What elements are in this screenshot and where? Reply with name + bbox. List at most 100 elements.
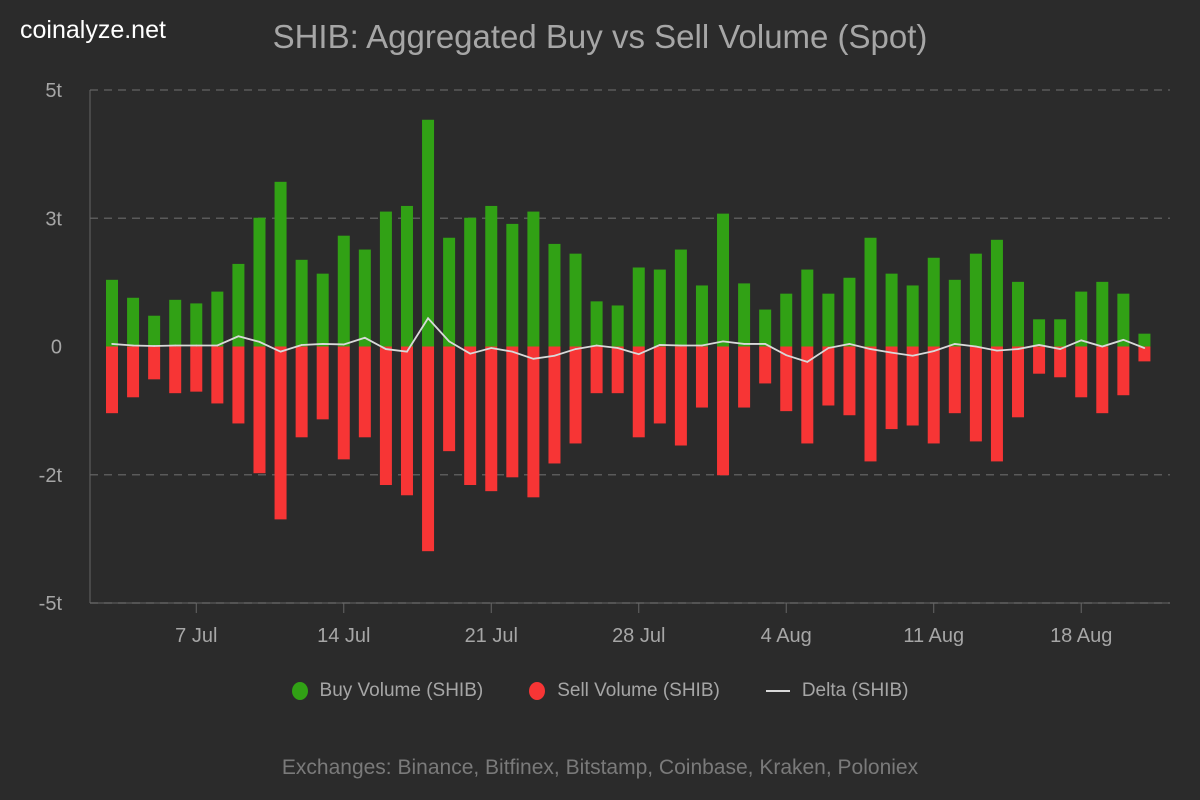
sell-volume-bar — [295, 346, 308, 438]
sell-volume-bar — [653, 346, 666, 424]
x-tick-label: 21 Jul — [465, 625, 518, 647]
buy-volume-bar — [864, 237, 877, 347]
sell-volume-bar — [927, 346, 940, 444]
delta-point — [553, 354, 556, 357]
delta-point — [132, 344, 134, 347]
delta-point — [195, 344, 198, 347]
sell-volume-bar — [1054, 346, 1067, 378]
legend-item-delta[interactable]: Delta (SHIB) — [765, 680, 909, 702]
buy-volume-bar — [906, 285, 919, 347]
buy-volume-bar — [506, 223, 519, 347]
sell-volume-bar — [632, 346, 645, 438]
buy-volume-bar — [590, 301, 603, 347]
buy-volume-bar — [927, 257, 940, 347]
sell-volume-bar — [358, 346, 371, 438]
buy-volume-bar — [232, 263, 245, 347]
buy-volume-bar — [611, 305, 624, 347]
exchanges-footer: Exchanges: Binance, Bitfinex, Bitstamp, … — [281, 756, 919, 779]
sell-volume-bar — [969, 346, 982, 442]
x-tick-label: 18 Aug — [1050, 625, 1112, 647]
sell-volume-bar — [569, 346, 582, 444]
buy-volume-bar — [759, 309, 772, 347]
legend-item-buy[interactable]: Buy Volume (SHIB) — [291, 680, 483, 702]
sell-volume-bar — [843, 346, 856, 416]
buy-volume-bar — [169, 299, 182, 347]
legend-label-delta: Delta (SHIB) — [801, 680, 909, 701]
buy-volume-bar — [337, 235, 350, 347]
delta-point — [385, 348, 387, 350]
sell-volume-bar — [1117, 346, 1130, 396]
sell-volume-bar — [738, 346, 751, 408]
brand-logo-text[interactable]: coinalyze.net — [20, 16, 166, 44]
buy-volume-bar — [211, 291, 224, 347]
delta-point — [153, 345, 155, 347]
buy-volume-bar — [274, 181, 287, 347]
sell-volume-bar — [337, 346, 350, 460]
sell-volume-bar — [1138, 346, 1151, 362]
delta-point — [574, 348, 577, 350]
buy-volume-bar — [948, 279, 961, 347]
sell-volume-bar — [906, 346, 919, 426]
delta-line-icon — [765, 690, 790, 692]
buy-volume-bar — [569, 253, 582, 347]
buy-volume-bar — [400, 205, 413, 347]
delta-point — [237, 335, 240, 338]
sell-volume-bar — [822, 346, 835, 406]
buy-volume-bar — [780, 293, 793, 347]
chart-title: SHIB: Aggregated Buy vs Sell Volume (Spo… — [272, 18, 928, 55]
delta-point — [743, 343, 745, 345]
buy-volume-bar — [717, 213, 730, 347]
buy-volume-bar — [106, 279, 118, 347]
sell-volume-bar — [611, 346, 624, 394]
sell-volume-bar — [1012, 346, 1025, 418]
delta-point — [785, 354, 788, 357]
delta-point — [111, 343, 113, 345]
delta-point — [996, 349, 998, 352]
sell-volume-bar — [169, 346, 182, 394]
buy-volume-bar — [822, 293, 835, 347]
buy-volume-bar — [885, 273, 898, 347]
sell-volume-bar — [211, 346, 224, 404]
sell-volume-bar — [548, 346, 561, 464]
buy-volume-bar — [801, 269, 814, 347]
delta-point — [869, 348, 872, 350]
x-tick-label: 14 Jul — [317, 625, 370, 647]
y-tick-label: 3t — [45, 208, 62, 230]
buy-volume-bar — [738, 283, 751, 347]
delta-point — [321, 343, 324, 345]
buy-volume-bar — [485, 205, 498, 347]
buy-volume-bar — [316, 273, 329, 347]
delta-point — [701, 344, 703, 347]
buy-volume-bar — [653, 269, 666, 347]
sell-volume-bar — [400, 346, 413, 496]
sell-volume-bar — [1033, 346, 1046, 374]
buy-volume-bar — [253, 217, 266, 347]
delta-point — [258, 341, 261, 343]
sell-volume-bar — [464, 346, 477, 486]
delta-point — [659, 344, 661, 346]
sell-volume-bar — [190, 346, 203, 392]
sell-volume-bar — [232, 346, 245, 424]
x-tick-label: 7 Jul — [175, 625, 217, 647]
delta-point — [279, 350, 282, 353]
delta-point — [1143, 347, 1146, 349]
delta-point — [1038, 344, 1040, 346]
y-tick-label: -2t — [39, 465, 63, 487]
sell-volume-bar — [1096, 346, 1109, 414]
sell-volume-bar — [379, 346, 392, 486]
sell-volume-bar — [253, 346, 266, 474]
buy-volume-bar — [969, 253, 982, 347]
delta-point — [848, 343, 851, 345]
buy-volume-bar — [148, 315, 161, 347]
buy-volume-bar — [990, 239, 1003, 347]
delta-point — [722, 340, 724, 343]
legend-item-sell[interactable]: Sell Volume (SHIB) — [529, 680, 720, 702]
buy-volume-bar — [632, 267, 645, 347]
delta-line — [111, 316, 1145, 363]
sell-volume-bar — [148, 346, 161, 380]
buy-volume-bar — [1096, 281, 1109, 347]
buy-volume-bar — [1012, 281, 1025, 347]
delta-point — [427, 317, 429, 320]
sell-volume-bar — [485, 346, 498, 492]
legend: Buy Volume (SHIB) Sell Volume (SHIB) Del… — [0, 680, 1200, 702]
